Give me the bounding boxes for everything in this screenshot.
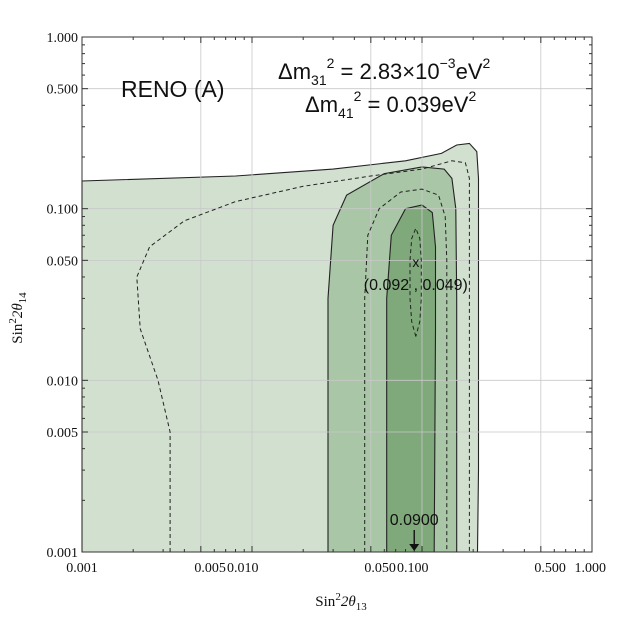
- y-tick-label: 1.000: [47, 31, 79, 46]
- x-axis-label: Sin22θ13: [315, 591, 367, 613]
- dashed-contour-outer-dashed: [136, 160, 470, 552]
- region-inner: [386, 204, 437, 553]
- best-fit-marker: x: [412, 254, 419, 270]
- param-dm41: Δm412 = 0.039eV2: [305, 88, 476, 121]
- y-tick-label: 0.050: [47, 254, 79, 269]
- x-tick-label: 0.500: [534, 561, 566, 576]
- best-fit-label: (0.092 , 0.049): [364, 277, 468, 294]
- param-dm31: Δm312 = 2.83×10−3eV2: [278, 55, 491, 88]
- y-tick-labels: 0.001 0.005 0.010 0.050 0.100 0.500 1.000: [47, 31, 79, 561]
- y-tick-label: 0.500: [47, 83, 79, 98]
- y-tick-label: 0.005: [47, 426, 79, 441]
- plot-frame: [81, 36, 593, 553]
- x-tick-label: 0.001: [66, 561, 98, 576]
- dashed-contour-middle-dashed: [364, 188, 448, 552]
- arrow-value-label: 0.0900: [390, 512, 439, 529]
- chart-title: RENO (A): [121, 76, 225, 102]
- y-axis-label: Sin22θ14: [7, 292, 29, 344]
- x-tick-label: 0.100: [397, 561, 429, 576]
- x-tick-label: 1.000: [575, 561, 607, 576]
- x-tick-label: 0.050: [364, 561, 396, 576]
- arrow-head: [409, 544, 420, 551]
- dashed-contour-inner-dashed: [409, 226, 422, 337]
- x-tick-label: 0.010: [227, 561, 259, 576]
- tick-marks: [81, 37, 592, 553]
- y-tick-label: 0.010: [47, 374, 79, 389]
- y-tick-label: 0.001: [47, 546, 79, 561]
- x-tick-label: 0.005: [194, 561, 226, 576]
- y-tick-label: 0.100: [47, 203, 79, 218]
- confidence-regions: [81, 142, 480, 553]
- x-tick-labels: 0.001 0.005 0.010 0.050 0.100 0.500 1.000: [66, 561, 606, 576]
- dashed-contours: [136, 160, 470, 552]
